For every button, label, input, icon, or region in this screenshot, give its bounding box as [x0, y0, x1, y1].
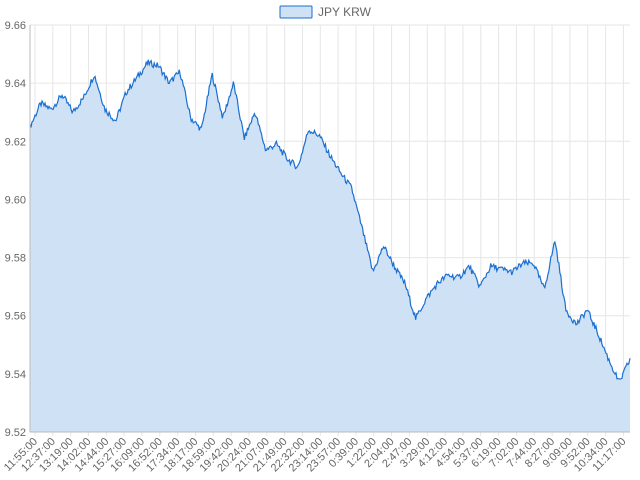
y-tick-label: 9.54 — [5, 369, 26, 381]
legend-label: JPY KRW — [318, 5, 372, 19]
series-line-jpy-krw — [29, 59, 631, 380]
axes: 9.529.549.569.589.609.629.649.6611:55:00… — [2, 20, 630, 474]
y-tick-label: 9.62 — [5, 136, 26, 148]
series-area-fill — [30, 59, 630, 432]
legend[interactable]: JPY KRW — [279, 5, 372, 19]
y-tick-label: 9.58 — [5, 253, 26, 265]
legend-swatch — [279, 5, 313, 19]
y-tick-label: 9.60 — [5, 194, 26, 206]
y-tick-label: 9.64 — [5, 78, 26, 90]
y-tick-label: 9.56 — [5, 311, 26, 323]
y-tick-label: 9.52 — [5, 427, 26, 439]
y-tick-label: 9.66 — [5, 20, 26, 32]
area-layer — [29, 59, 631, 432]
